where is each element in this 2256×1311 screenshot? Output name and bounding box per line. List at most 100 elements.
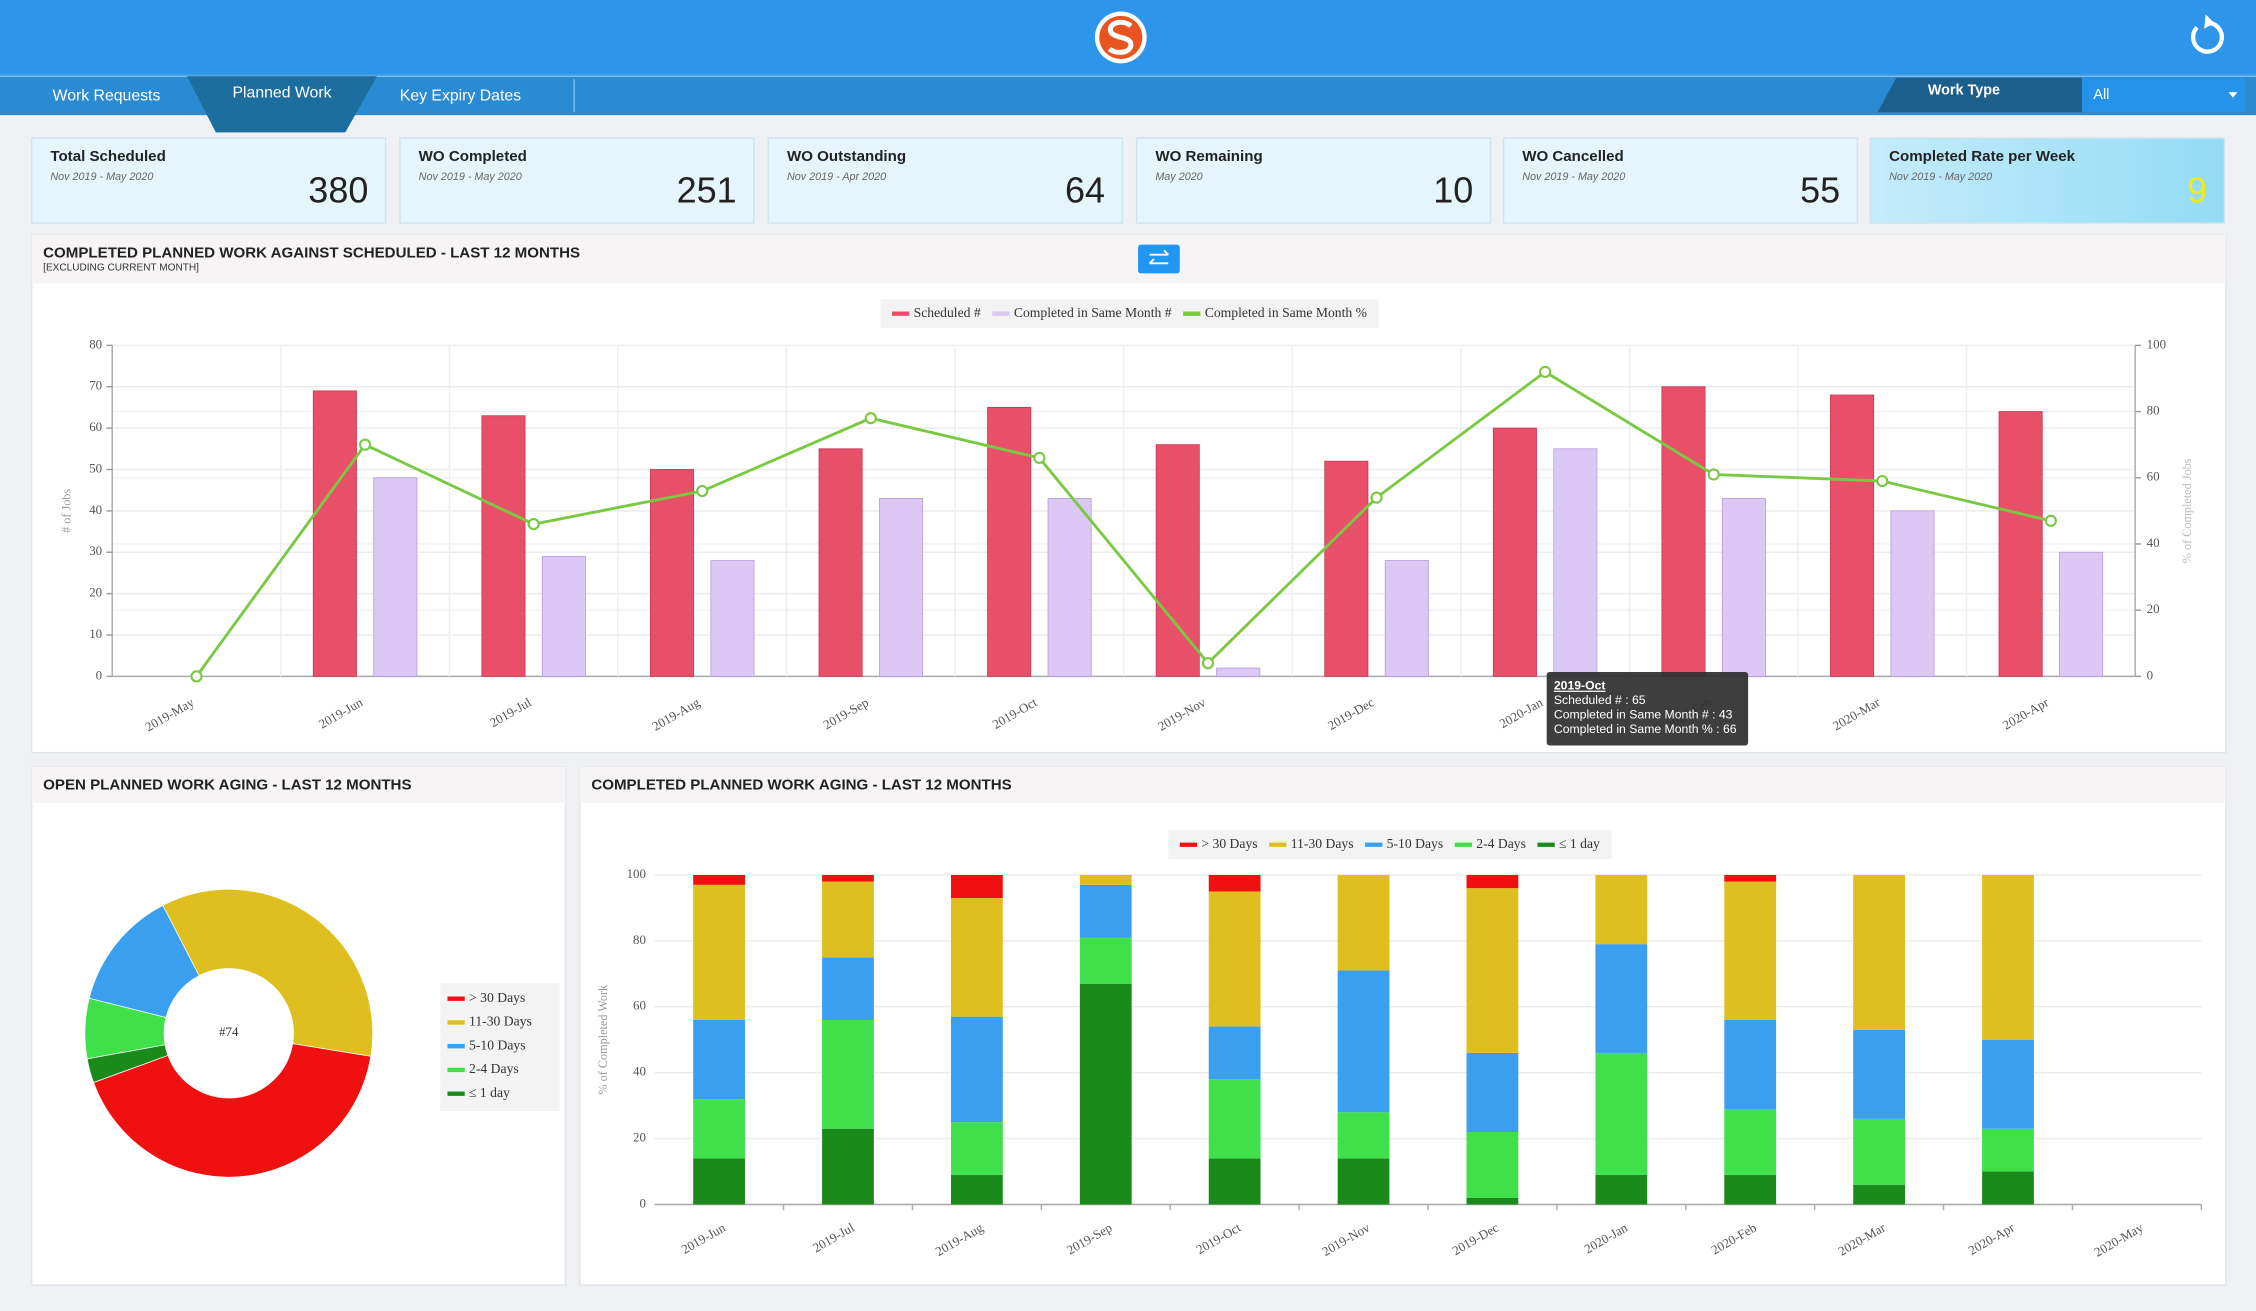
logo xyxy=(1094,11,1147,64)
donut-slice xyxy=(86,1044,169,1083)
y-tick-label: 70 xyxy=(89,378,102,393)
bar xyxy=(1324,460,1369,677)
point-marker xyxy=(1539,365,1552,378)
panel-header xyxy=(31,234,2226,284)
panel-header xyxy=(31,767,566,804)
legend-label: > 30 Days xyxy=(469,990,525,1005)
y-tick-label: 60 xyxy=(633,998,646,1013)
tooltip-line: Scheduled # : 65 xyxy=(1554,693,1646,707)
point-marker xyxy=(1370,491,1383,504)
bar-segment xyxy=(1724,874,1777,882)
y-tick-label: 0 xyxy=(96,667,102,682)
panel-title: COMPLETED PLANNED WORK AGING - LAST 12 M… xyxy=(591,777,1011,794)
bar-segment xyxy=(1982,1171,2034,1205)
y-tick-label: 100 xyxy=(627,866,646,881)
bar-segment xyxy=(950,874,1003,899)
bar-segment xyxy=(1079,884,1132,938)
y-tick-label: 0 xyxy=(640,1195,646,1210)
legend-label: ≤ 1 day xyxy=(1559,836,1600,851)
bar xyxy=(1998,411,2043,677)
bar xyxy=(879,498,924,677)
bar-segment xyxy=(693,1099,745,1159)
bar-segment xyxy=(1337,1112,1390,1159)
bar-segment xyxy=(1079,937,1132,984)
bar-segment xyxy=(693,884,745,1020)
y2-axis-title: % of Completed Jobs xyxy=(2180,458,2194,563)
point-marker xyxy=(1033,451,1046,465)
bar-segment xyxy=(1982,1128,2034,1172)
kpi-title: WO Outstanding xyxy=(787,148,906,165)
point-marker xyxy=(1201,657,1215,670)
donut-slice xyxy=(93,1043,372,1178)
bar-segment xyxy=(822,957,874,1020)
legend-label: 2-4 Days xyxy=(1476,836,1526,851)
bar-segment xyxy=(1853,1029,1905,1119)
refresh-button[interactable] xyxy=(2191,14,2224,54)
tooltip-line: Completed in Same Month % : 66 xyxy=(1554,722,1737,736)
bar-segment xyxy=(822,1019,874,1129)
bar-segment xyxy=(950,1174,1003,1205)
point-marker xyxy=(864,412,877,425)
toggle-button[interactable] xyxy=(1138,244,1180,274)
legend-label: > 30 Days xyxy=(1201,836,1257,851)
bar-segment xyxy=(822,1128,874,1205)
kpi-card xyxy=(1869,137,2226,224)
kpi-subtitle: Nov 2019 - May 2020 xyxy=(1522,171,1625,183)
kpi-card xyxy=(30,137,387,224)
bar xyxy=(2059,551,2104,677)
y2-tick-label: 80 xyxy=(2147,403,2160,418)
bar xyxy=(818,448,863,677)
tab[interactable]: Work Requests xyxy=(53,88,161,105)
kpi-value: 380 xyxy=(308,169,368,210)
bar-segment xyxy=(1208,1079,1261,1159)
kpi-subtitle: Nov 2019 - May 2020 xyxy=(50,171,153,183)
bar-segment xyxy=(1337,970,1390,1113)
bar-segment xyxy=(1853,1118,1905,1185)
bar xyxy=(1216,667,1261,677)
tooltip-title: 2019-Oct xyxy=(1554,679,1606,693)
bar-segment xyxy=(1982,1039,2034,1129)
filter-select[interactable] xyxy=(2081,77,2245,113)
bar-segment xyxy=(1982,874,2034,1040)
bar xyxy=(1830,394,1875,677)
filter-label: Work Type xyxy=(1928,82,2000,98)
bar-segment xyxy=(1853,874,1905,1030)
toggle-bg xyxy=(1138,244,1180,274)
bar xyxy=(481,415,526,677)
bar-segment xyxy=(950,898,1003,1017)
bar-segment xyxy=(1079,874,1132,885)
bar xyxy=(1492,427,1537,677)
tab[interactable]: Key Expiry Dates xyxy=(400,88,521,105)
bar-segment xyxy=(1466,1197,1519,1205)
point-marker xyxy=(358,438,372,451)
bar-segment xyxy=(1466,1132,1519,1198)
bar xyxy=(373,477,418,677)
panel-header xyxy=(579,767,2226,804)
bar xyxy=(710,560,755,677)
bar-segment xyxy=(1595,1052,1648,1175)
y-tick-label: 80 xyxy=(633,932,646,947)
y-axis-title: % of Completed Work xyxy=(596,984,610,1095)
tab[interactable]: Planned Work xyxy=(232,85,331,102)
y-tick-label: 80 xyxy=(89,336,102,351)
bar-segment xyxy=(693,874,745,885)
legend-label: ≤ 1 day xyxy=(469,1085,510,1100)
bar-segment xyxy=(1466,888,1519,1053)
bar xyxy=(312,390,357,677)
refresh-arrow xyxy=(2204,14,2215,29)
active-tab-shape xyxy=(187,76,377,133)
point-marker xyxy=(190,670,203,683)
y-tick-label: 50 xyxy=(89,460,102,475)
kpi-value: 55 xyxy=(1800,169,1840,210)
donut-center-label: #74 xyxy=(219,1024,239,1039)
bar-segment xyxy=(950,1122,1003,1175)
bar xyxy=(1047,498,1092,677)
panel-subtitle: [EXCLUDING CURRENT MONTH] xyxy=(43,262,199,273)
y2-tick-label: 60 xyxy=(2147,469,2160,484)
y-tick-label: 20 xyxy=(89,585,102,600)
bar-segment xyxy=(1466,874,1519,889)
bar xyxy=(541,555,586,677)
refresh-arc xyxy=(2191,20,2224,54)
filter-label-shape xyxy=(1877,77,2082,113)
